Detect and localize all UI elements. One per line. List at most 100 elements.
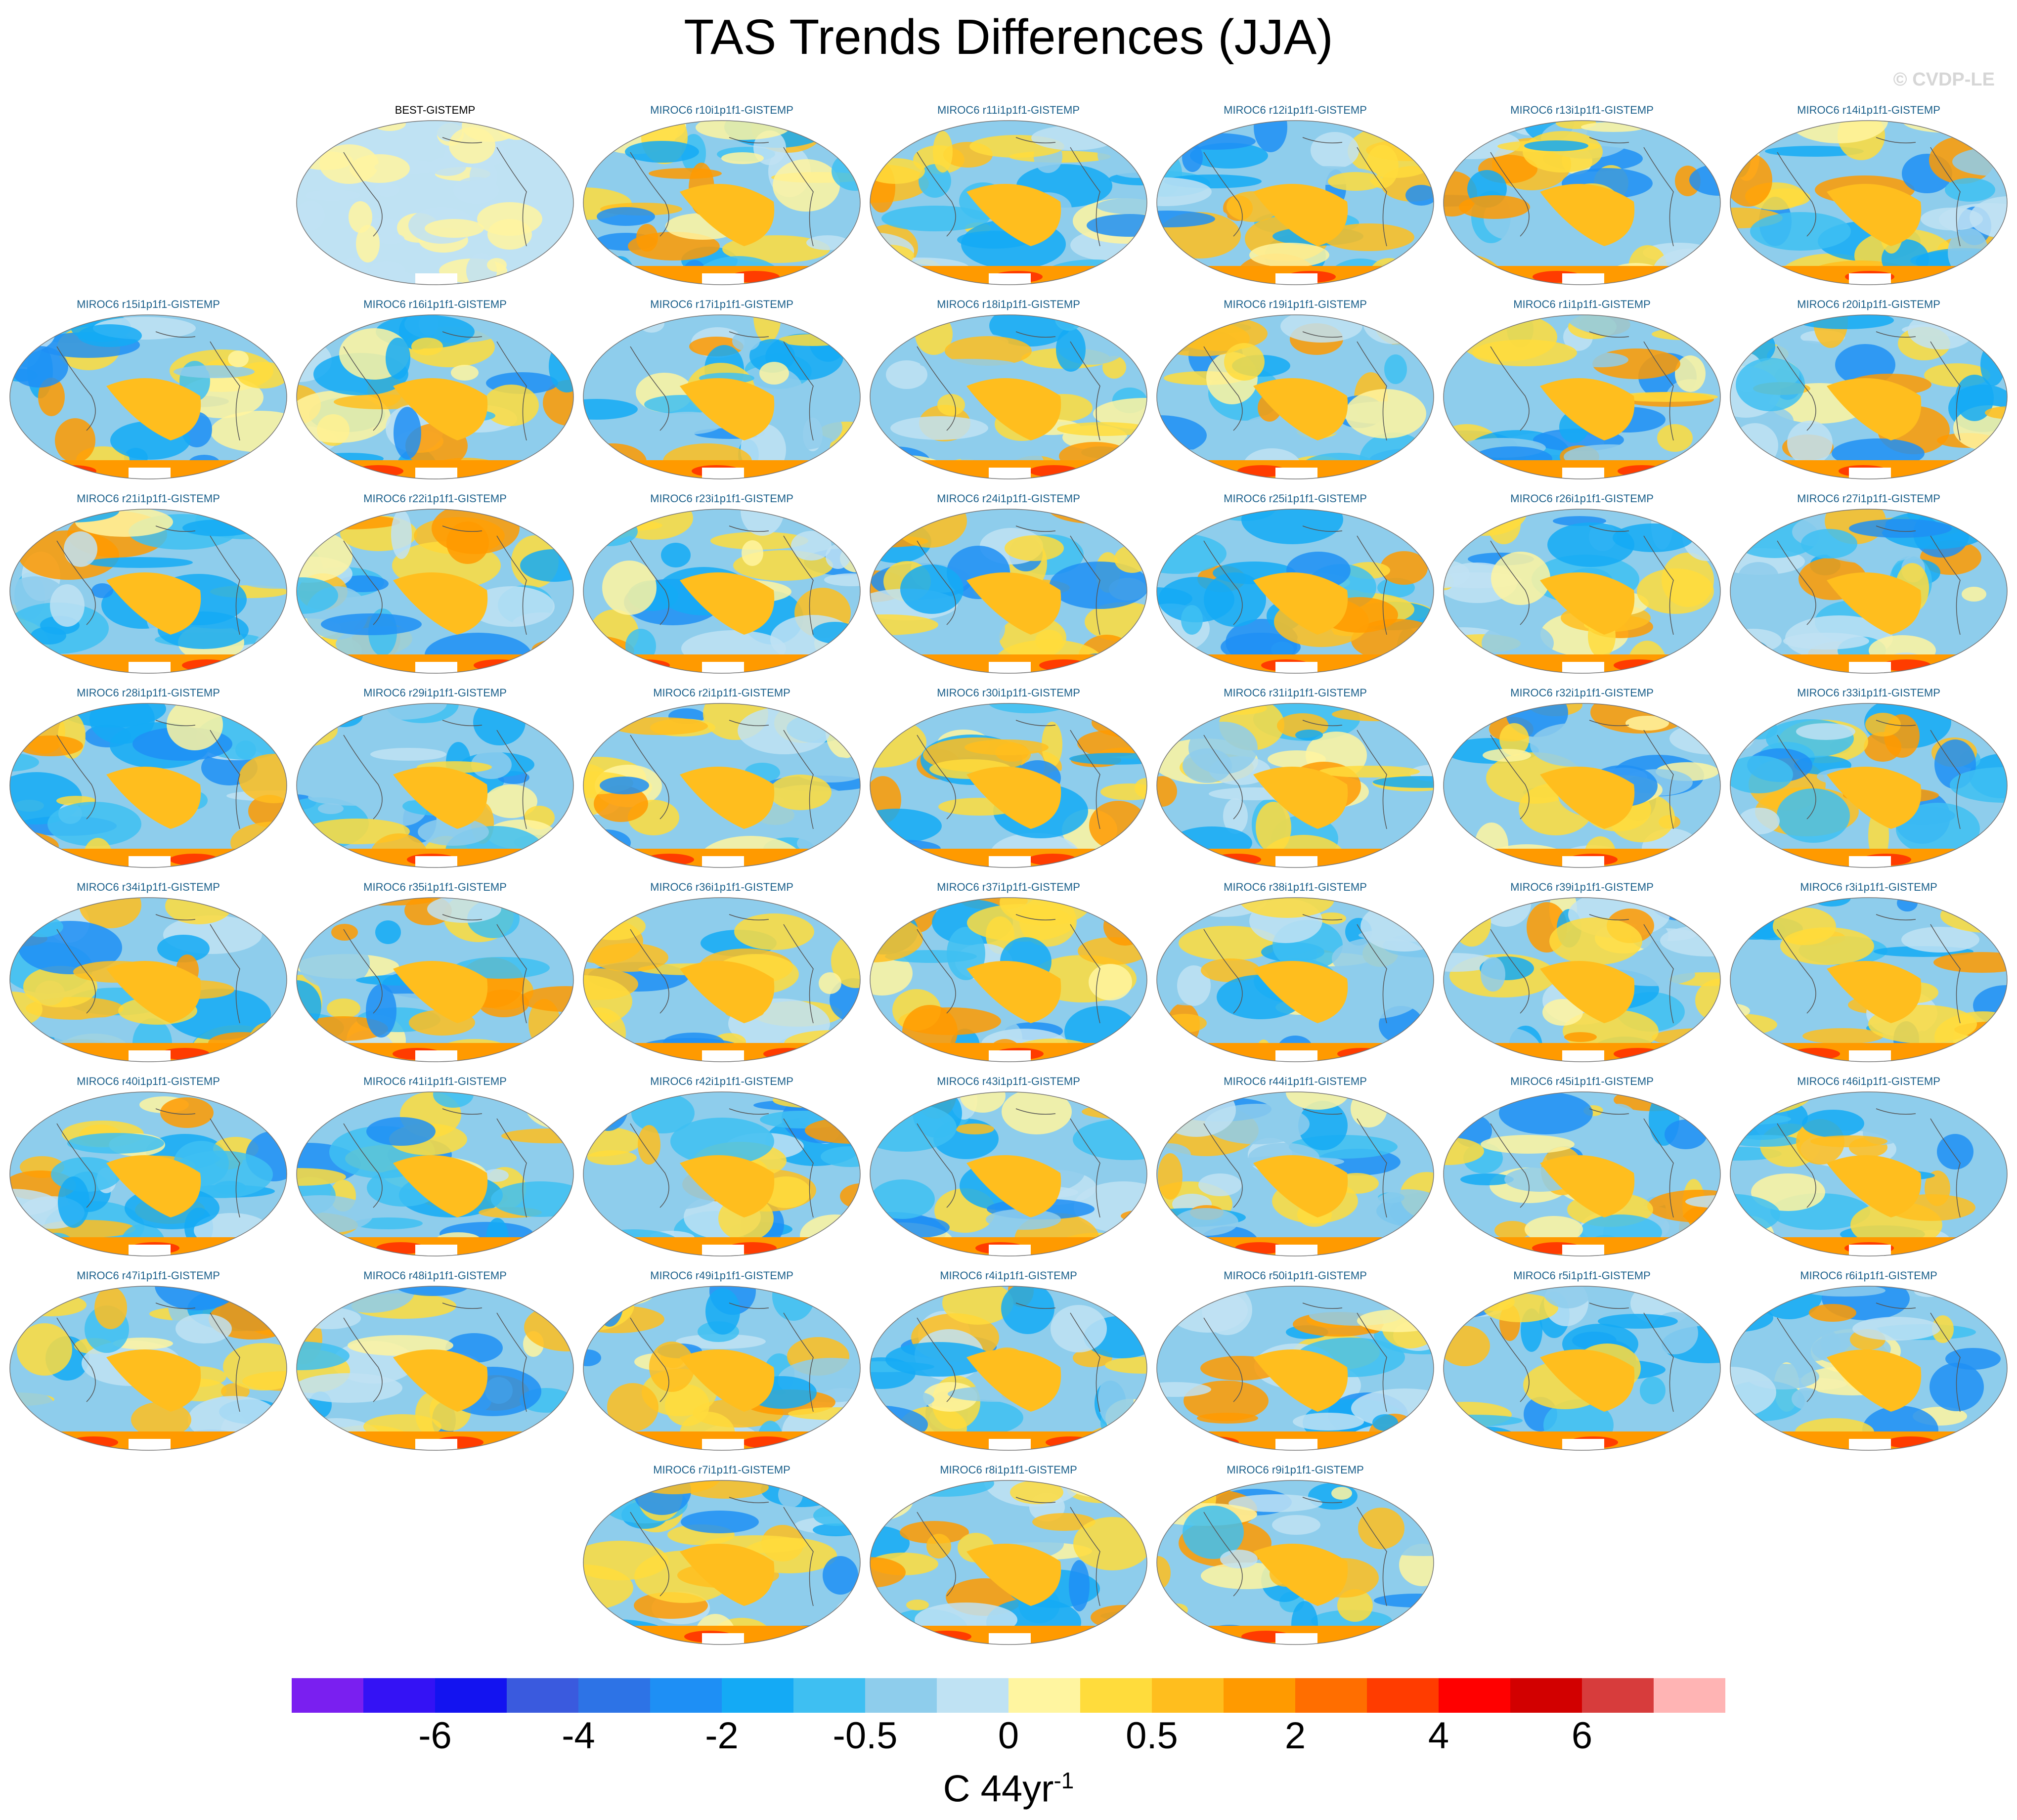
anomaly-blob xyxy=(1955,375,1994,421)
anomaly-blob xyxy=(1897,898,1918,911)
map-outline xyxy=(1730,120,2008,285)
anomaly-blob xyxy=(1640,1377,1666,1404)
anomaly-blob xyxy=(1212,703,1267,715)
anomaly-blob xyxy=(273,728,287,744)
anomaly-blob xyxy=(1351,1092,1387,1127)
anomaly-blob xyxy=(1331,1487,1352,1500)
strong-anomaly-spot xyxy=(354,465,403,477)
map-outline xyxy=(583,314,861,479)
map-outline xyxy=(9,1286,287,1451)
anomaly-blob xyxy=(418,818,489,846)
anomaly-blob xyxy=(1317,912,1346,924)
coastline xyxy=(1490,1108,1674,1218)
anomaly-blob xyxy=(1941,1440,1996,1450)
anomaly-blob xyxy=(1372,1433,1426,1450)
coastline xyxy=(630,525,814,635)
warm-anomaly-region xyxy=(1540,572,1635,635)
anomaly-blob xyxy=(828,509,860,535)
anomaly-blob xyxy=(14,1294,87,1316)
map-outline xyxy=(583,703,861,868)
anomaly-blob xyxy=(1308,121,1367,145)
warm-anomaly-region xyxy=(680,378,775,440)
anomaly-blob xyxy=(446,521,489,564)
missing-data-area xyxy=(702,1439,744,1450)
anomaly-blob xyxy=(591,943,668,972)
anomaly-blob xyxy=(1181,605,1203,635)
coastline xyxy=(343,1108,527,1218)
coastline xyxy=(917,1497,1100,1606)
anomaly-blob xyxy=(1736,358,1805,411)
anomaly-blob xyxy=(1750,212,1851,251)
map-panel: MIROC6 r8i1p1f1-GISTEMP xyxy=(868,1464,1149,1651)
anomaly-blob xyxy=(1157,1439,1194,1450)
anomaly-blob xyxy=(1494,1221,1530,1240)
units-exponent: -1 xyxy=(1053,1768,1074,1793)
anomaly-blob xyxy=(1967,1430,1998,1450)
colorbar-tick-label: 2 xyxy=(1284,1715,1306,1757)
anomaly-blob xyxy=(55,418,95,463)
missing-data-area xyxy=(129,1439,171,1450)
missing-data-area xyxy=(129,1245,171,1256)
missing-data-area xyxy=(415,856,457,867)
colorbar-tick-label: 6 xyxy=(1571,1715,1593,1757)
anomaly-blob xyxy=(583,1047,598,1062)
map-outline xyxy=(1443,120,1721,285)
panel-title: MIROC6 r19i1p1f1-GISTEMP xyxy=(1224,298,1367,310)
map-outline xyxy=(583,1480,861,1645)
anomaly-blob xyxy=(870,1055,894,1062)
anomaly-blob xyxy=(826,705,860,758)
colorbar-segment xyxy=(1152,1678,1224,1713)
anomaly-blob xyxy=(1078,472,1147,479)
robinson-map xyxy=(296,120,574,285)
map-panel: MIROC6 r2i1p1f1-GISTEMP xyxy=(581,687,863,874)
anomaly-blob xyxy=(1176,703,1236,714)
map-outline xyxy=(1730,509,2008,674)
anomaly-blob xyxy=(870,703,908,735)
anomaly-blob xyxy=(1387,661,1427,673)
anomaly-blob xyxy=(1387,1621,1434,1645)
anomaly-blob xyxy=(462,1414,535,1424)
coastline xyxy=(56,720,240,829)
coastline xyxy=(1490,137,1674,247)
warm-anomaly-region xyxy=(106,1155,201,1217)
anomaly-blob xyxy=(318,803,344,814)
panel-title: MIROC6 r13i1p1f1-GISTEMP xyxy=(1510,104,1654,116)
warm-anomaly-region xyxy=(1827,1349,1922,1412)
coastline xyxy=(1490,720,1674,829)
anomaly-blob xyxy=(375,920,401,944)
map-outline xyxy=(870,897,1147,1062)
map-outline xyxy=(1443,509,1721,674)
robinson-map xyxy=(9,1286,287,1451)
panel-title: MIROC6 r44i1p1f1-GISTEMP xyxy=(1224,1075,1367,1087)
robinson-map xyxy=(1730,1091,2008,1257)
anomaly-blob xyxy=(1657,424,1693,452)
map-panel: MIROC6 r3i1p1f1-GISTEMP xyxy=(1728,881,2010,1069)
anomaly-blob xyxy=(885,1342,992,1377)
strong-anomaly-spot xyxy=(1337,1048,1387,1060)
map-panel: BEST-GISTEMP xyxy=(294,104,576,292)
anomaly-blob xyxy=(327,998,360,1018)
colorbar-segment xyxy=(1654,1678,1725,1713)
strong-anomaly-spot xyxy=(922,1631,971,1643)
robinson-map xyxy=(1156,897,1434,1062)
anomaly-blob xyxy=(297,1195,373,1234)
anomaly-blob xyxy=(160,1097,214,1128)
anomaly-blob xyxy=(903,1632,925,1645)
anomaly-blob xyxy=(886,360,927,389)
anomaly-blob xyxy=(830,978,860,1022)
robinson-map xyxy=(296,509,574,674)
anomaly-blob xyxy=(1198,1173,1242,1196)
anomaly-blob xyxy=(583,1349,601,1366)
anomaly-blob xyxy=(297,1234,334,1256)
warm-anomaly-region xyxy=(393,378,488,440)
warm-anomaly-region xyxy=(1253,1155,1348,1217)
robinson-map xyxy=(1730,120,2008,285)
robinson-map xyxy=(1443,1091,1721,1257)
coastline xyxy=(1203,1497,1387,1606)
anomaly-blob xyxy=(1730,1098,1784,1115)
anomaly-blob xyxy=(1730,1367,1776,1418)
map-outline xyxy=(1156,1286,1434,1451)
anomaly-blob xyxy=(900,564,964,614)
map-outline xyxy=(1730,314,2008,479)
map-outline xyxy=(870,314,1147,479)
